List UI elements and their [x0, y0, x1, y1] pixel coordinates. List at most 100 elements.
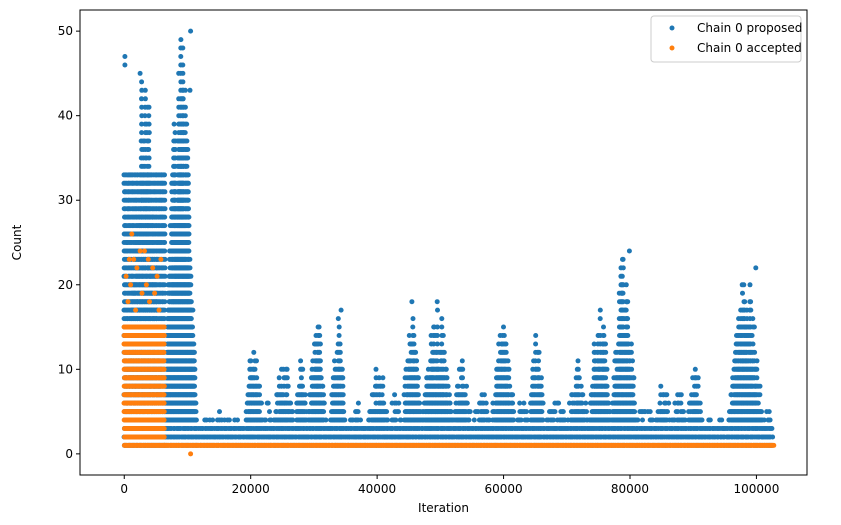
data-point: [769, 426, 775, 431]
data-point: [300, 366, 306, 372]
data-point: [185, 180, 191, 186]
data-point: [396, 400, 402, 406]
data-point: [154, 256, 160, 262]
data-point: [265, 400, 271, 406]
data-point: [154, 299, 160, 305]
data-point: [337, 341, 343, 347]
data-point: [188, 273, 194, 279]
data-point: [190, 307, 196, 313]
data-point: [317, 366, 323, 372]
series-proposed: [121, 28, 776, 448]
data-point: [298, 358, 304, 364]
data-point: [146, 197, 152, 203]
data-point: [256, 409, 262, 415]
data-point: [162, 180, 168, 186]
data-point: [162, 197, 168, 203]
data-point: [770, 434, 776, 440]
points-layer: [121, 28, 777, 457]
data-point: [193, 417, 199, 423]
data-point: [373, 366, 379, 372]
data-point: [385, 417, 391, 423]
data-point: [184, 163, 190, 169]
data-point: [284, 375, 290, 381]
data-point: [355, 409, 361, 415]
data-point: [340, 400, 346, 406]
data-point: [150, 214, 156, 220]
data-point: [162, 248, 168, 254]
data-point: [410, 316, 416, 322]
data-point: [190, 324, 195, 330]
data-point: [414, 358, 420, 364]
data-point: [340, 375, 346, 381]
data-point: [162, 172, 167, 178]
data-point: [187, 265, 193, 271]
data-point: [191, 349, 197, 355]
data-point: [187, 290, 193, 296]
data-point: [380, 375, 386, 381]
data-point: [192, 392, 198, 398]
data-point: [192, 366, 198, 372]
data-point: [142, 113, 148, 119]
data-point: [316, 324, 322, 330]
data-point: [411, 333, 417, 338]
data-point: [355, 400, 361, 406]
data-point: [180, 45, 186, 51]
data-point: [446, 392, 452, 398]
data-point: [186, 223, 192, 229]
data-point: [336, 324, 342, 330]
data-point: [146, 104, 152, 110]
data-point: [445, 383, 451, 389]
data-point: [300, 383, 305, 389]
data-point: [139, 96, 144, 102]
data-point: [321, 409, 327, 415]
data-point: [142, 87, 148, 93]
data-point: [384, 409, 390, 415]
data-point: [180, 96, 186, 102]
data-point: [139, 121, 145, 127]
data-point: [284, 392, 290, 398]
data-point: [439, 324, 445, 330]
data-point: [379, 392, 385, 398]
data-point: [146, 172, 152, 178]
data-point: [146, 155, 152, 161]
data-point: [149, 240, 155, 245]
data-point: [302, 400, 308, 406]
data-point: [192, 383, 197, 389]
data-point: [172, 147, 178, 152]
data-point: [323, 417, 329, 423]
data-point: [146, 180, 152, 186]
data-point: [339, 366, 345, 372]
data-point: [321, 392, 326, 398]
data-point: [149, 223, 155, 229]
data-point: [185, 155, 191, 161]
data-point: [186, 231, 192, 237]
data-point: [263, 417, 269, 423]
data-point: [184, 121, 190, 127]
data-point: [146, 147, 152, 152]
data-point: [320, 383, 326, 389]
data-point: [414, 366, 420, 372]
data-point: [186, 240, 192, 245]
data-point: [415, 375, 421, 381]
data-point: [139, 87, 145, 93]
data-point: [254, 358, 259, 364]
data-point: [257, 392, 262, 398]
data-point: [178, 37, 184, 43]
data-point: [410, 324, 416, 330]
data-point: [162, 299, 168, 305]
data-point: [434, 341, 440, 347]
data-point: [444, 375, 450, 381]
data-point: [298, 375, 304, 381]
data-point: [186, 206, 191, 212]
data-point: [267, 409, 272, 415]
data-point: [358, 417, 363, 423]
data-point: [146, 231, 151, 237]
data-point: [302, 392, 308, 398]
data-point: [185, 147, 191, 152]
data-point: [439, 341, 445, 347]
data-point: [162, 189, 168, 195]
data-point: [435, 307, 440, 313]
data-point: [182, 104, 188, 110]
data-point: [146, 138, 152, 144]
data-point: [434, 324, 440, 330]
